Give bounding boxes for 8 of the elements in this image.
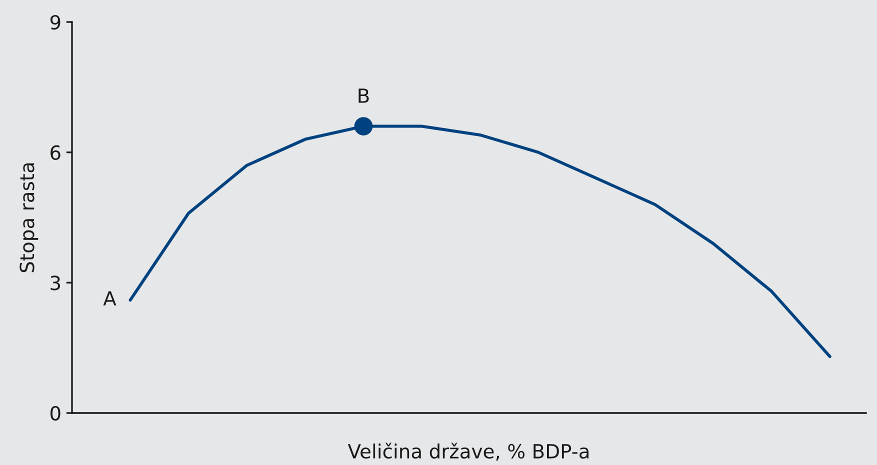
x-axis-title: Veličina države, % BDP-a — [348, 442, 589, 461]
y-tick-label: 6 — [50, 145, 60, 160]
y-tick-label: 9 — [50, 14, 60, 30]
annotation: A — [103, 291, 116, 306]
y-tick-label: 0 — [50, 406, 60, 421]
y-axis-title: Stopa rasta — [20, 163, 38, 272]
y-tick-label: 3 — [50, 276, 60, 290]
series-label: B — [358, 88, 369, 103]
